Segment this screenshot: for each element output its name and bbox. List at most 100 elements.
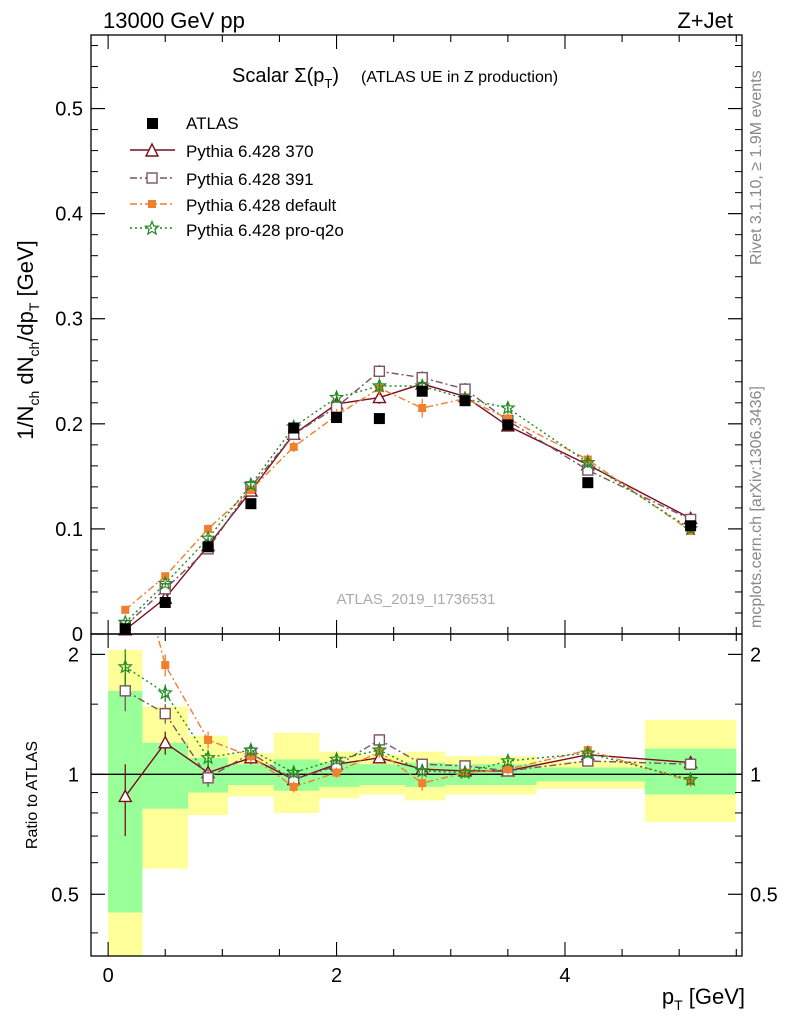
main-point-data bbox=[373, 413, 385, 425]
ratio-point-pdefault bbox=[204, 735, 213, 744]
legend-marker-atlas bbox=[147, 118, 158, 129]
ratio-point-p391 bbox=[119, 685, 131, 697]
legend-entry-391: Pythia 6.428 391 bbox=[130, 170, 314, 189]
ratio-point-pdefault bbox=[161, 661, 170, 670]
legend-label-391: Pythia 6.428 391 bbox=[186, 170, 314, 189]
ratio-ytick-label-right: 0.5 bbox=[750, 884, 778, 906]
header-right: Z+Jet bbox=[677, 8, 733, 33]
ratio-point-proq2o bbox=[457, 764, 473, 780]
ratio-point-p370 bbox=[158, 735, 173, 749]
main-point-pdefault bbox=[121, 605, 130, 614]
main-line-pdefault bbox=[124, 387, 691, 611]
main-point-proq2o bbox=[500, 399, 516, 415]
main-series bbox=[117, 364, 699, 636]
ratio-point-proq2o bbox=[243, 741, 259, 757]
main-point-data bbox=[502, 419, 514, 431]
legend-label-atlas: ATLAS bbox=[186, 114, 239, 133]
header-left: 13000 GeV pp bbox=[103, 8, 245, 33]
legend-label-370: Pythia 6.428 370 bbox=[186, 142, 314, 161]
main-ytick-label: 0.5 bbox=[55, 99, 83, 121]
ratio-point-pdefault bbox=[289, 782, 298, 791]
ratio-point-proq2o bbox=[285, 764, 302, 780]
main-point-proq2o bbox=[200, 530, 216, 545]
ratio-series-proq2o bbox=[117, 649, 699, 787]
main-ylabel-text: 1/Nch dNch/dpT [GeV] bbox=[13, 240, 42, 440]
main-line-proq2o bbox=[124, 385, 691, 623]
main-series-pdefault bbox=[121, 380, 695, 614]
main-point-proq2o bbox=[328, 389, 345, 405]
plot-title: Scalar Σ(pT) bbox=[232, 65, 339, 91]
main-ytick-label: 0.3 bbox=[55, 309, 83, 331]
ratio-point-proq2o bbox=[500, 752, 516, 768]
ratio-series bbox=[117, 506, 699, 837]
ratio-point-p370 bbox=[118, 788, 133, 803]
ratio-ticks: 0.5 0.5 1 1 2 2 0 2 4 bbox=[51, 634, 778, 987]
main-panel: 0 0.1 0.2 0.3 0.4 0.5 Scalar Σ(pT) (ATLAS UE … bbox=[13, 34, 743, 646]
ratio-point-p391 bbox=[159, 707, 171, 720]
ratio-point-p391 bbox=[684, 758, 697, 770]
mcplots-label: mcplots.cern.ch [arXiv:1306.3436] bbox=[748, 386, 765, 628]
ratio-point-pdefault bbox=[503, 765, 512, 774]
main-point-proq2o bbox=[157, 575, 173, 591]
legend: ATLAS Pythia 6.428 370 Pythia 6.428 391 … bbox=[130, 114, 344, 240]
legend-label-default: Pythia 6.428 default bbox=[186, 196, 337, 215]
x-axis-label: pT [GeV] bbox=[662, 984, 745, 1013]
ratio-line-pdefault bbox=[156, 634, 691, 788]
main-point-data bbox=[159, 596, 171, 608]
legend-marker-default bbox=[148, 200, 156, 208]
ratio-ytick-label: 2 bbox=[68, 644, 79, 666]
ratio-ytick-label: 1 bbox=[68, 764, 79, 786]
legend-label-proq2o: Pythia 6.428 pro-q2o bbox=[186, 221, 344, 240]
main-point-pdefault bbox=[503, 414, 512, 423]
main-point-data bbox=[288, 422, 300, 434]
main-point-pdefault bbox=[204, 524, 213, 533]
ratio-xtick-label: 4 bbox=[559, 965, 570, 987]
legend-entry-atlas: ATLAS bbox=[147, 114, 239, 133]
plot-title-sub: T bbox=[324, 76, 332, 91]
main-point-p370 bbox=[372, 390, 387, 404]
ratio-point-proq2o bbox=[200, 749, 216, 765]
main-point-pdefault bbox=[289, 442, 298, 451]
ratio-point-p391 bbox=[202, 772, 214, 784]
plot-title-close: ) bbox=[332, 65, 339, 87]
main-line-p370 bbox=[124, 383, 691, 631]
main-point-data bbox=[459, 395, 471, 407]
main-point-proq2o bbox=[371, 377, 388, 393]
ratio-xtick-label: 2 bbox=[331, 965, 342, 987]
rivet-label: Rivet 3.1.10, ≥ 1.9M events bbox=[748, 70, 765, 265]
main-ytick-label: 0.4 bbox=[55, 204, 83, 226]
ratio-line-p391 bbox=[124, 690, 691, 781]
ratio-ytick-label-right: 2 bbox=[750, 644, 761, 666]
ratio-point-proq2o bbox=[371, 741, 388, 757]
main-point-data bbox=[119, 623, 131, 635]
legend-marker-391 bbox=[146, 172, 158, 184]
ratio-point-proq2o bbox=[579, 745, 596, 760]
ratio-point-pdefault bbox=[418, 779, 427, 788]
main-ytick-label: 0.1 bbox=[55, 519, 83, 541]
ratio-xtick-label: 0 bbox=[103, 965, 114, 987]
plot-title-main: Scalar Σ(p bbox=[232, 65, 324, 87]
legend-marker-370 bbox=[144, 142, 160, 157]
main-point-data bbox=[685, 520, 697, 532]
legend-entry-default: Pythia 6.428 default bbox=[130, 196, 337, 215]
ratio-ytick-label-right: 1 bbox=[750, 764, 761, 786]
plot-subtitle: (ATLAS UE in Z production) bbox=[361, 69, 558, 86]
main-point-pdefault bbox=[246, 486, 255, 495]
ratio-point-proq2o bbox=[328, 751, 345, 767]
legend-entry-370: Pythia 6.428 370 bbox=[130, 142, 314, 161]
main-point-data bbox=[202, 541, 214, 553]
main-point-data bbox=[582, 477, 594, 489]
ratio-frame bbox=[90, 633, 743, 957]
ratio-point-pdefault bbox=[332, 768, 341, 777]
main-point-data bbox=[331, 412, 343, 424]
ratio-point-proq2o bbox=[414, 762, 430, 778]
main-ytick-label: 0 bbox=[72, 624, 83, 646]
main-series-data bbox=[119, 385, 697, 635]
ratio-point-proq2o bbox=[157, 684, 173, 700]
ratio-point-pdefault bbox=[121, 506, 129, 514]
main-ytick-label: 0.2 bbox=[55, 414, 83, 436]
main-point-data bbox=[416, 385, 428, 397]
legend-entry-proq2o: Pythia 6.428 pro-q2o bbox=[130, 219, 344, 240]
